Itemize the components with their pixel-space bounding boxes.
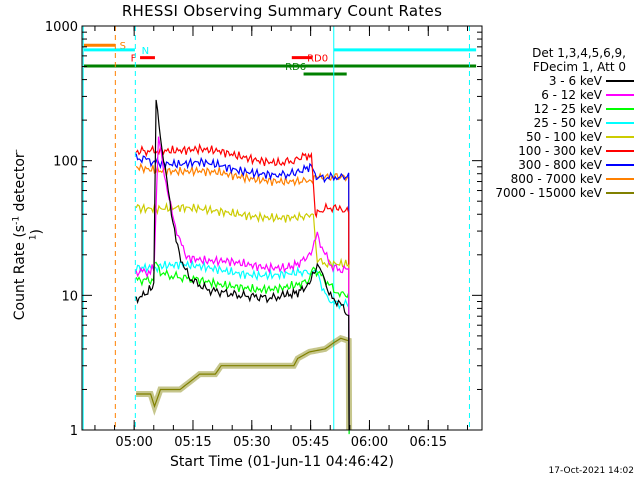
legend-item: 12 - 25 keV	[476, 102, 636, 116]
legend-swatch	[606, 164, 634, 166]
y-axis-label: Count Rate (s-1 detector-1)	[11, 149, 45, 321]
x-tick-label-4: 06:00	[351, 435, 388, 450]
legend-item: 7000 - 15000 keV	[476, 186, 636, 200]
series-band-8	[136, 335, 353, 431]
legend-swatch	[606, 150, 634, 152]
legend-header-2: FDecim 1, Att 0	[532, 60, 626, 74]
legend-item: 6 - 12 keV	[476, 88, 636, 102]
x-tick-label-3: 05:45	[292, 435, 329, 450]
x-axis-label: Start Time (01-Jun-11 04:46:42)	[170, 454, 394, 470]
legend-label: 7000 - 15000 keV	[495, 186, 602, 200]
legend-item: 50 - 100 keV	[476, 130, 636, 144]
legend: Det 1,3,4,5,6,9, FDecim 1, Att 0 3 - 6 k…	[476, 46, 636, 200]
legend-swatch	[606, 178, 634, 180]
series-line-1	[135, 136, 350, 430]
flag-label-s: S	[120, 41, 126, 52]
flag-label-n: N	[142, 46, 149, 57]
legend-swatch	[606, 94, 634, 96]
x-tick-label-2: 05:30	[233, 435, 270, 450]
legend-swatch	[606, 136, 634, 138]
legend-swatch	[606, 80, 634, 82]
series-line-8	[136, 337, 350, 431]
legend-label: 800 - 7000 keV	[510, 172, 602, 186]
legend-item: 100 - 300 keV	[476, 144, 636, 158]
legend-item: 800 - 7000 keV	[476, 172, 636, 186]
legend-label: 12 - 25 keV	[533, 102, 602, 116]
flag-label-f: F	[131, 54, 137, 65]
legend-item: 25 - 50 keV	[476, 116, 636, 130]
flag-label-rd0: RD0	[307, 54, 328, 65]
legend-item: 300 - 800 keV	[476, 158, 636, 172]
legend-label: 6 - 12 keV	[541, 88, 602, 102]
legend-label: 300 - 800 keV	[518, 158, 602, 172]
y-tick-label-1: 10	[61, 289, 78, 304]
legend-label: 50 - 100 keV	[525, 130, 602, 144]
plot-frame	[81, 25, 483, 431]
legend-swatch	[606, 122, 634, 124]
legend-header-1: Det 1,3,4,5,6,9,	[532, 46, 626, 60]
legend-swatch	[606, 108, 634, 110]
series-line-6	[135, 153, 350, 434]
timestamp: 17-Oct-2021 14:02	[548, 466, 634, 476]
x-tick-label-0: 05:00	[115, 435, 152, 450]
y-tick-label-3: 1000	[45, 20, 78, 35]
legend-label: 100 - 300 keV	[518, 144, 602, 158]
legend-label: 3 - 6 keV	[548, 74, 602, 88]
y-tick-label-0: 1	[70, 424, 78, 439]
series-line-5	[135, 142, 350, 427]
series-line-0	[135, 99, 350, 431]
chart-title: RHESSI Observing Summary Count Rates	[121, 2, 443, 20]
series-line-4	[135, 201, 350, 430]
x-tick-label-5: 06:15	[410, 435, 447, 450]
flag-label-rd6: RD6	[285, 62, 306, 73]
legend-label: 25 - 50 keV	[533, 116, 602, 130]
legend-item: 3 - 6 keV	[476, 74, 636, 88]
legend-swatch	[606, 192, 634, 194]
y-tick-label-2: 100	[53, 155, 78, 170]
x-tick-label-1: 05:15	[174, 435, 211, 450]
